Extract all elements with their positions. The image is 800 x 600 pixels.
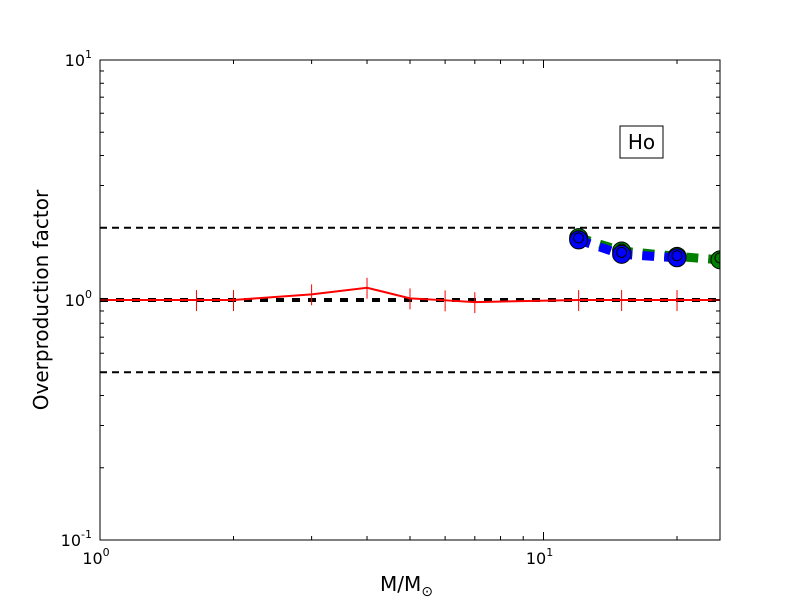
data-point bbox=[667, 248, 687, 268]
data-point-inner bbox=[573, 232, 585, 244]
series-line-0 bbox=[100, 286, 720, 304]
x-axis-label: M/M⊙ bbox=[380, 572, 433, 600]
data-point bbox=[569, 230, 589, 250]
annotation-label: Ho bbox=[628, 130, 655, 154]
annotation-box: Ho bbox=[619, 125, 664, 159]
data-point-inner bbox=[671, 250, 683, 262]
data-point bbox=[612, 244, 632, 264]
y-tick-label: 101 bbox=[65, 48, 92, 70]
x-tick-label: 101 bbox=[526, 546, 553, 568]
y-tick-label: 10-1 bbox=[61, 528, 92, 550]
plot-area bbox=[100, 226, 720, 374]
y-tick-label: 100 bbox=[65, 288, 92, 310]
series-group bbox=[100, 226, 720, 374]
y-axis-label: Overproduction factor bbox=[29, 189, 53, 410]
x-tick-label: 100 bbox=[82, 546, 109, 568]
data-point-inner bbox=[714, 252, 720, 264]
data-point-inner bbox=[616, 246, 628, 258]
